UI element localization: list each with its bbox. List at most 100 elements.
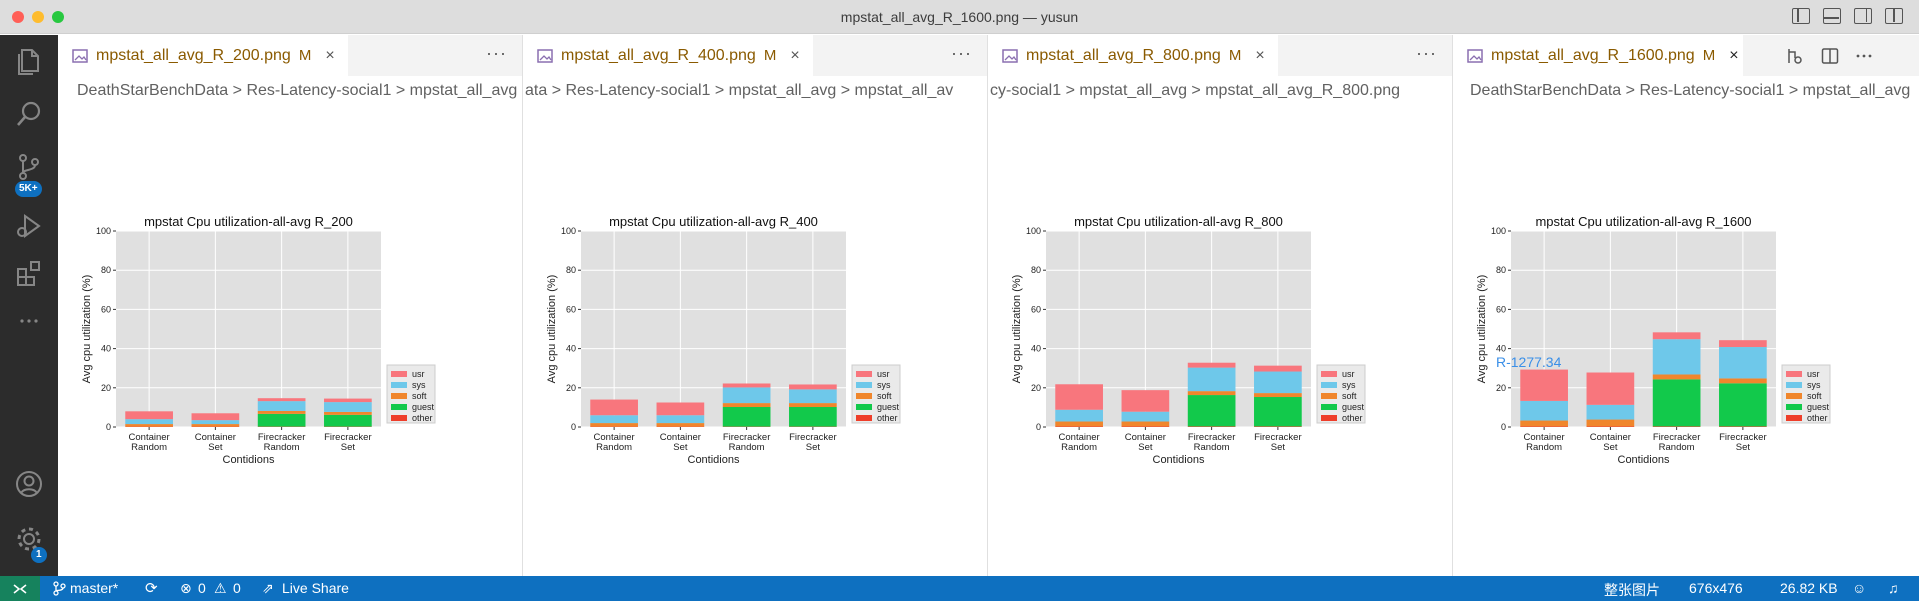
errors-icon[interactable]: ⊗ — [180, 580, 192, 597]
bar-segment-usr — [1122, 390, 1170, 412]
extensions-icon[interactable] — [13, 257, 45, 289]
y-tick-label: 40 — [566, 344, 576, 354]
bar-segment-sys — [1122, 412, 1170, 422]
tab-bar: mpstat_all_avg_R_1600.png M × — [1453, 35, 1919, 76]
legend-label-guest: guest — [412, 402, 435, 412]
image-file-icon — [1467, 49, 1483, 63]
x-tick-label: Set — [341, 442, 356, 453]
close-tab-icon[interactable]: × — [1255, 47, 1264, 65]
x-tick-label: Set — [1736, 442, 1751, 453]
manage-badge: 1 — [31, 547, 47, 563]
feedback-icon[interactable]: ☺ — [1852, 580, 1866, 596]
tab-title: mpstat_all_avg_R_800.png — [1026, 47, 1221, 65]
y-axis-label: Avg cpu utilization (%) — [1011, 275, 1023, 384]
chart-title: mpstat Cpu utilization-all-avg R_800 — [1074, 214, 1283, 229]
run-debug-icon[interactable] — [13, 210, 45, 242]
legend-swatch-other — [856, 415, 872, 421]
x-tick-label: Set — [208, 442, 223, 453]
breadcrumb[interactable]: ata > Res-Latency-social1 > mpstat_all_a… — [523, 76, 987, 106]
legend-swatch-usr — [1786, 371, 1802, 377]
legend-label-other: other — [877, 413, 898, 423]
bar-segment-sys — [657, 415, 705, 423]
bar-segment-soft — [1587, 420, 1635, 427]
notifications-bell-icon[interactable]: ♫ — [1888, 580, 1899, 596]
x-tick-label: Set — [1138, 442, 1153, 453]
breadcrumb[interactable]: DeathStarBenchData > Res-Latency-social1… — [1453, 76, 1919, 106]
x-tick-label: Random — [1194, 442, 1230, 453]
more-actions-icon[interactable] — [1855, 47, 1873, 65]
search-icon[interactable] — [13, 98, 45, 130]
y-tick-label: 100 — [96, 226, 111, 236]
y-tick-label: 0 — [106, 422, 111, 432]
bar-segment-soft — [1188, 391, 1236, 395]
tab-mpstat-r200[interactable]: mpstat_all_avg_R_200.png M × — [58, 35, 348, 76]
y-tick-label: 60 — [566, 304, 576, 314]
bar-segment-guest — [1653, 379, 1701, 426]
explorer-icon[interactable] — [13, 45, 45, 77]
image-dimensions: 676x476 — [1689, 580, 1743, 596]
y-tick-label: 80 — [101, 265, 111, 275]
stacked-bar-chart: mpstat Cpu utilization-all-avg R_2000204… — [58, 185, 518, 525]
bar-segment-sys — [125, 419, 173, 424]
split-editor-icon[interactable] — [1821, 47, 1839, 65]
bar-segment-guest — [1188, 395, 1236, 426]
bar-segment-usr — [1188, 363, 1236, 368]
sync-icon[interactable]: ⟳ — [145, 579, 158, 597]
legend-swatch-guest — [1321, 404, 1337, 410]
toggle-primary-sidebar-icon[interactable] — [1792, 8, 1810, 24]
breadcrumb[interactable]: cy-social1 > mpstat_all_avg > mpstat_all… — [988, 76, 1452, 106]
toggle-secondary-sidebar-icon[interactable] — [1854, 8, 1872, 24]
legend-label-soft: soft — [1807, 391, 1822, 401]
tab-title: mpstat_all_avg_R_400.png — [561, 47, 756, 65]
image-view-mode[interactable]: 整张图片 — [1604, 580, 1660, 600]
bar-segment-sys — [192, 420, 240, 424]
tab-mpstat-r800[interactable]: mpstat_all_avg_R_800.png M × — [988, 35, 1278, 76]
legend-label-soft: soft — [412, 391, 427, 401]
y-axis-label: Avg cpu utilization (%) — [546, 275, 558, 384]
bar-segment-usr — [723, 383, 771, 387]
chart-annotation: R-1277.34 — [1496, 354, 1562, 370]
tab-mpstat-r400[interactable]: mpstat_all_avg_R_400.png M × — [523, 35, 813, 76]
warning-icon[interactable]: ⚠ — [214, 580, 227, 597]
bar-segment-sys — [258, 401, 306, 411]
editor-pane-1: mpstat_all_avg_R_200.png M × ··· DeathSt… — [58, 35, 523, 576]
bar-segment-usr — [1719, 340, 1767, 347]
legend-label-usr: usr — [877, 369, 890, 379]
more-actions-icon[interactable]: ··· — [1416, 43, 1437, 64]
bar-segment-soft — [789, 403, 837, 407]
close-tab-icon[interactable]: × — [1729, 47, 1738, 65]
live-share-icon[interactable]: ⇗ — [262, 580, 274, 597]
bar-segment-usr — [1653, 332, 1701, 339]
bar-segment-sys — [723, 387, 771, 403]
toggle-panel-icon[interactable] — [1823, 8, 1841, 24]
remote-indicator[interactable] — [0, 576, 40, 601]
bar-segment-usr — [789, 384, 837, 389]
warning-count[interactable]: 0 — [233, 580, 241, 596]
branch-name[interactable]: master* — [70, 580, 118, 596]
more-actions-icon[interactable]: ··· — [486, 43, 507, 64]
bar-segment-sys — [1188, 368, 1236, 392]
title-bar: mpstat_all_avg_R_1600.png — yusun — [0, 0, 1919, 34]
customize-layout-icon[interactable] — [1885, 8, 1903, 24]
more-views-icon[interactable] — [13, 305, 45, 337]
live-share-button[interactable]: Live Share — [282, 580, 349, 596]
legend-label-other: other — [1807, 413, 1828, 423]
y-tick-label: 80 — [566, 265, 576, 275]
editor-pane-3: mpstat_all_avg_R_800.png M × ··· cy-soci… — [988, 35, 1453, 576]
x-tick-label: Random — [1659, 442, 1695, 453]
bar-segment-sys — [324, 402, 372, 412]
more-actions-icon[interactable]: ··· — [951, 43, 972, 64]
accounts-icon[interactable] — [13, 468, 45, 500]
bar-segment-soft — [1122, 422, 1170, 427]
tab-mpstat-r1600[interactable]: mpstat_all_avg_R_1600.png M × — [1453, 35, 1743, 76]
bar-segment-soft — [324, 412, 372, 415]
error-count[interactable]: 0 — [198, 580, 206, 596]
bar-segment-guest — [324, 415, 372, 427]
close-tab-icon[interactable]: × — [325, 47, 334, 65]
source-control-icon[interactable] — [13, 151, 45, 183]
breadcrumb[interactable]: DeathStarBenchData > Res-Latency-social1… — [58, 76, 522, 106]
x-tick-label: Set — [1271, 442, 1286, 453]
open-changes-icon[interactable] — [1785, 47, 1803, 65]
close-tab-icon[interactable]: × — [790, 47, 799, 65]
bar-segment-other — [1254, 426, 1302, 427]
